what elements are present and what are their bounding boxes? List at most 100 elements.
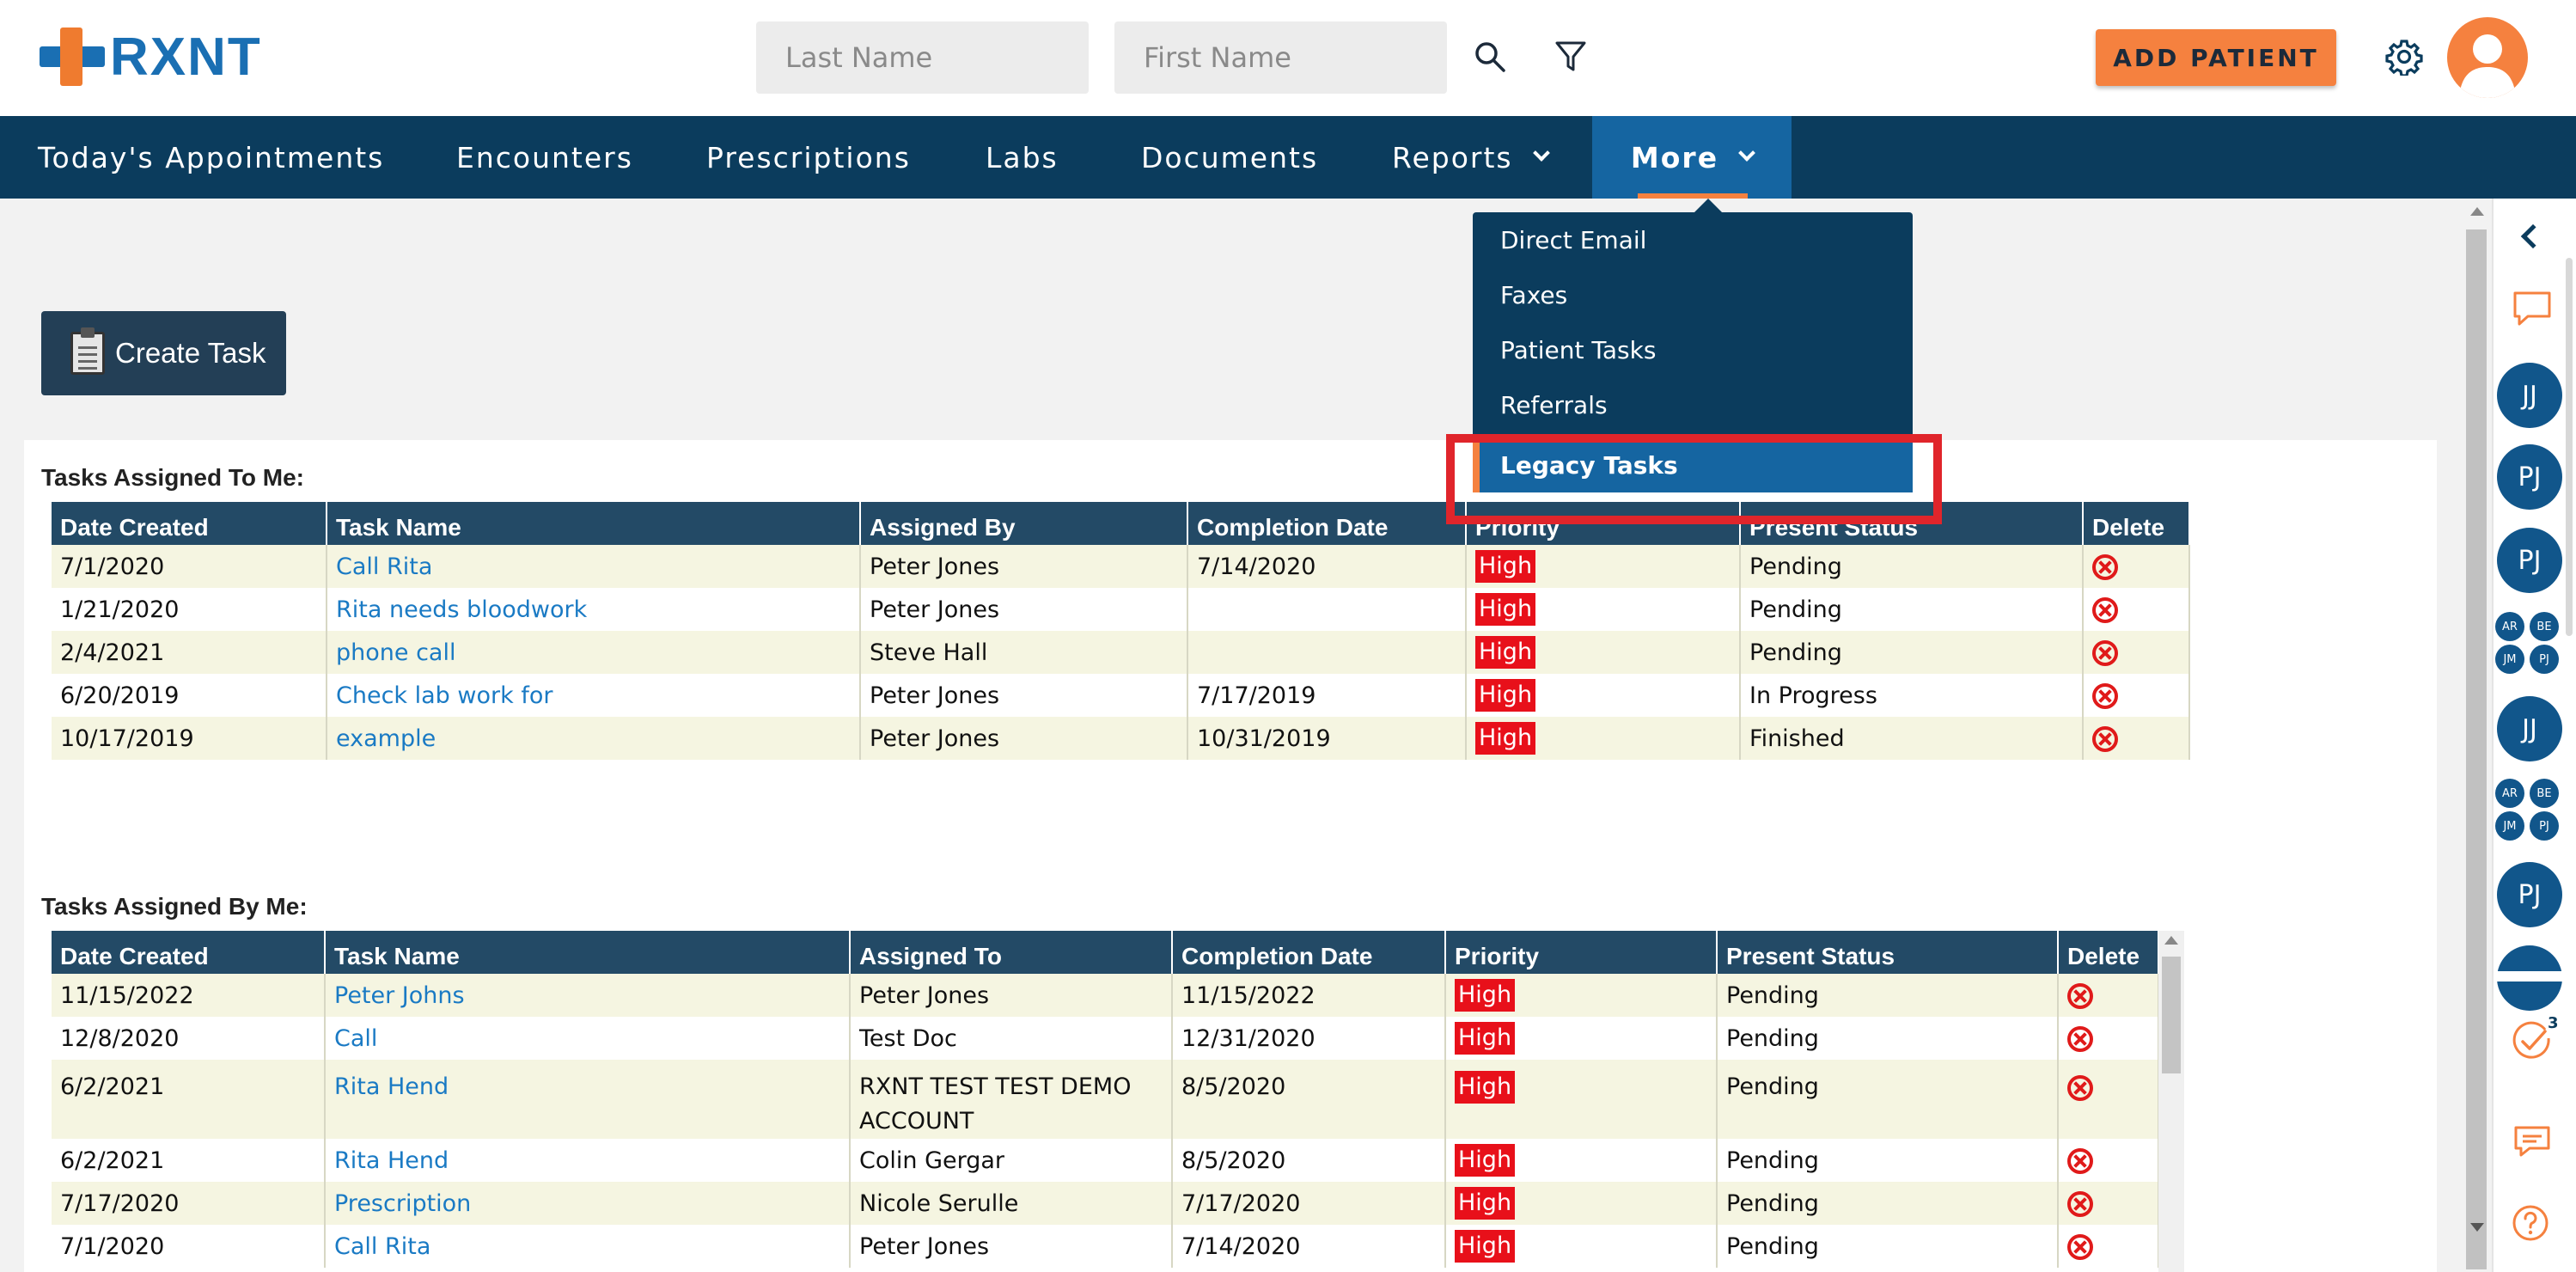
scroll-down-arrow-icon[interactable] [2470,1223,2484,1232]
delete-icon[interactable] [2067,1025,2093,1052]
menu-item-direct-email[interactable]: Direct Email [1500,225,1647,254]
task-name-link[interactable]: phone call [327,631,861,674]
scroll-up-arrow-icon[interactable] [2164,936,2178,945]
task-name-link[interactable]: Call Rita [325,1225,851,1268]
column-header[interactable]: Date Created [52,931,326,974]
sidebar-avatar[interactable]: JJ [2497,696,2562,761]
table-row: 2/4/2021 phone call Steve Hall High Pend… [52,631,2190,674]
task-name-link[interactable]: Rita Hend [325,1060,851,1139]
menu-item-legacy-tasks[interactable]: Legacy Tasks [1473,437,1913,492]
column-header[interactable]: Assigned By [860,502,1188,545]
task-name-link[interactable]: Call [325,1017,851,1060]
delete-icon[interactable] [2067,1147,2093,1174]
menu-item-patient-tasks[interactable]: Patient Tasks [1500,335,1657,364]
column-header[interactable]: Completion Date [1172,931,1446,974]
task-name-link[interactable]: Rita needs bloodwork [327,588,861,631]
create-task-button[interactable]: Create Task [41,311,286,395]
completion-date [1187,631,1467,674]
column-header[interactable]: Date Created [52,502,327,545]
assigned-to: Peter Jones [850,1225,1173,1268]
column-header[interactable]: Assigned To [850,931,1173,974]
delete-icon[interactable] [2067,1233,2093,1260]
nav-reports[interactable]: Reports [1392,116,1550,199]
sidebar-scrollbar[interactable] [2566,258,2573,636]
table-scrollbar-thumb[interactable] [2162,957,2181,1073]
task-name-link[interactable]: Prescription [325,1182,851,1225]
table-row: 11/15/2022 Peter Johns Peter Jones 11/15… [52,974,2158,1017]
last-name-input[interactable] [756,21,1089,94]
delete-icon[interactable] [2092,725,2118,752]
assigned-by: Peter Jones [860,717,1188,760]
delete-icon[interactable] [2092,553,2118,580]
nav-prescriptions[interactable]: Prescriptions [706,140,911,174]
task-name-link[interactable]: Peter Johns [325,974,851,1017]
filter-icon[interactable] [1548,34,1593,79]
rxnt-logo[interactable]: RXNT [40,22,262,91]
search-icon[interactable] [1468,34,1512,79]
chevron-left-icon[interactable] [2520,223,2546,249]
user-avatar[interactable] [2447,17,2528,98]
assigned-to: Peter Jones [850,974,1173,1017]
assigned-by-me-table: Date Created Task Name Assigned To Compl… [52,931,2158,1268]
delete-icon[interactable] [2092,639,2118,666]
task-name-link[interactable]: example [327,717,861,760]
first-name-input[interactable] [1114,21,1447,94]
page-scrollbar-thumb[interactable] [2466,229,2487,1269]
column-header[interactable]: Completion Date [1187,502,1467,545]
task-name-link[interactable]: Rita Hend [325,1139,851,1182]
assigned-to: RXNT TEST TEST DEMO ACCOUNT [850,1060,1173,1139]
table-scrollbar[interactable] [2158,931,2184,1272]
date-created: 2/4/2021 [52,631,327,674]
chat-bubble-icon[interactable] [2511,289,2554,333]
task-name-link[interactable]: Check lab work for [327,674,861,717]
table-header-row: Date Created Task Name Assigned To Compl… [52,931,2158,974]
help-icon[interactable] [2511,1203,2550,1247]
column-header[interactable]: Present Status [1717,931,2059,974]
message-icon[interactable] [2511,1122,2554,1165]
assigned-by-me-scroll-area[interactable]: Date Created Task Name Assigned To Compl… [52,931,2158,1272]
present-status: Pending [1717,1182,2059,1225]
sidebar-avatar[interactable]: JJ [2497,363,2562,428]
more-dropdown-menu: Direct Email Faxes Patient Tasks Referra… [1473,212,1913,492]
nav-encounters[interactable]: Encounters [456,140,633,174]
present-status: In Progress [1740,674,2084,717]
sidebar-avatar[interactable]: PJ [2497,444,2562,510]
gear-icon[interactable] [2380,33,2428,81]
delete-icon[interactable] [2067,1074,2093,1101]
nav-todays-appointments[interactable]: Today's Appointments [38,140,385,174]
sidebar-avatar[interactable]: PJ [2497,862,2562,927]
logo-text: RXNT [110,27,262,87]
page-scrollbar[interactable] [2463,199,2490,1272]
highlight-annotation [1446,434,1942,524]
mini-avatar: BE [2530,612,2559,641]
priority-badge: High [1445,1017,1718,1060]
tasks-check-icon[interactable] [2511,1021,2557,1070]
delete-icon[interactable] [2092,596,2118,623]
nav-documents[interactable]: Documents [1141,140,1319,174]
add-patient-button[interactable]: ADD PATIENT [2096,29,2336,86]
column-header[interactable]: Priority [1445,931,1718,974]
table-row: 7/1/2020 Call Rita Peter Jones 7/14/2020… [52,545,2190,588]
menu-item-referrals[interactable]: Referrals [1500,390,1608,419]
delete-icon[interactable] [2067,982,2093,1009]
delete-icon[interactable] [2067,1190,2093,1217]
priority-badge: High [1445,1225,1718,1268]
priority-badge: High [1445,1139,1718,1182]
mini-avatar: JM [2495,811,2524,841]
menu-item-faxes[interactable]: Faxes [1500,280,1568,309]
column-header[interactable]: Task Name [325,931,851,974]
completion-date: 7/14/2020 [1172,1225,1446,1268]
sidebar-divider [2494,971,2574,982]
top-header: RXNT ADD PATIENT [0,0,2576,116]
scroll-up-arrow-icon[interactable] [2470,207,2484,216]
nav-more[interactable]: More [1592,116,1792,199]
dropdown-caret [1693,199,1724,214]
date-created: 7/1/2020 [52,545,327,588]
column-header[interactable]: Task Name [327,502,861,545]
sidebar-avatar[interactable]: PJ [2497,528,2562,593]
nav-labs[interactable]: Labs [986,140,1059,174]
assigned-by: Peter Jones [860,674,1188,717]
task-name-link[interactable]: Call Rita [327,545,861,588]
delete-icon[interactable] [2092,682,2118,709]
mini-avatar: PJ [2530,645,2559,674]
